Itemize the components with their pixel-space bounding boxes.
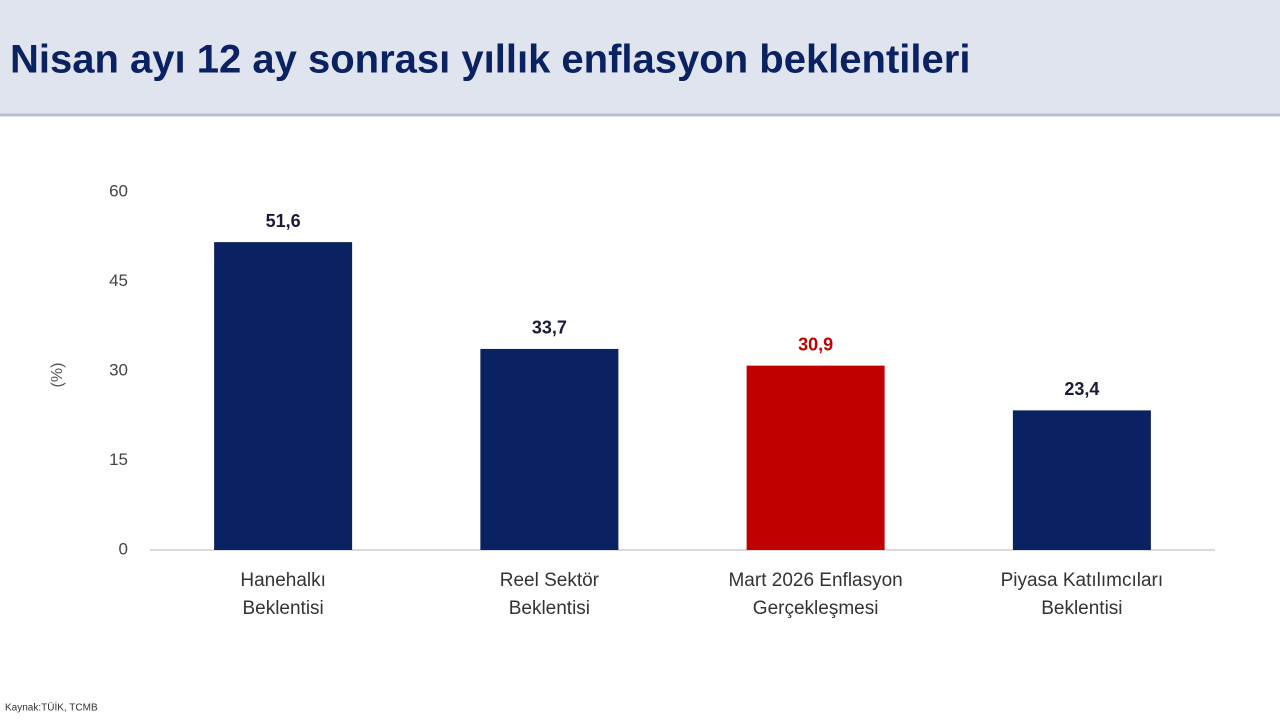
value-label: 30,9 <box>798 334 833 354</box>
x-tick-label: Hanehalkı <box>240 570 326 591</box>
bar <box>480 348 619 550</box>
value-label: 33,7 <box>532 318 567 338</box>
y-tick-label: 15 <box>109 450 128 469</box>
y-axis-label: (%) <box>49 363 66 388</box>
y-tick-label: 0 <box>119 539 128 558</box>
x-tick-label: Reel Sektör <box>500 570 600 591</box>
x-tick-label: Piyasa Katılımcıları <box>1001 570 1164 591</box>
chart-title: Nisan ayı 12 ay sonrası yıllık enflasyon… <box>10 38 970 82</box>
x-tick-label: Beklentisi <box>242 598 323 619</box>
y-tick-label: 45 <box>109 271 128 290</box>
bar <box>214 242 353 550</box>
x-tick-label: Mart 2026 Enflasyon <box>728 570 902 591</box>
bar <box>746 365 885 550</box>
x-tick-label: Beklentisi <box>1041 598 1122 619</box>
y-tick-label: 60 <box>109 181 128 200</box>
source-note: Kaynak:TÜİK, TCMB <box>5 701 98 714</box>
header-band <box>0 0 1280 114</box>
value-label: 23,4 <box>1064 379 1099 399</box>
value-label: 51,6 <box>266 211 301 231</box>
bar <box>1012 410 1151 550</box>
y-tick-label: 30 <box>109 360 128 379</box>
x-tick-label: Gerçekleşmesi <box>753 598 879 619</box>
x-tick-label: Beklentisi <box>509 598 590 619</box>
